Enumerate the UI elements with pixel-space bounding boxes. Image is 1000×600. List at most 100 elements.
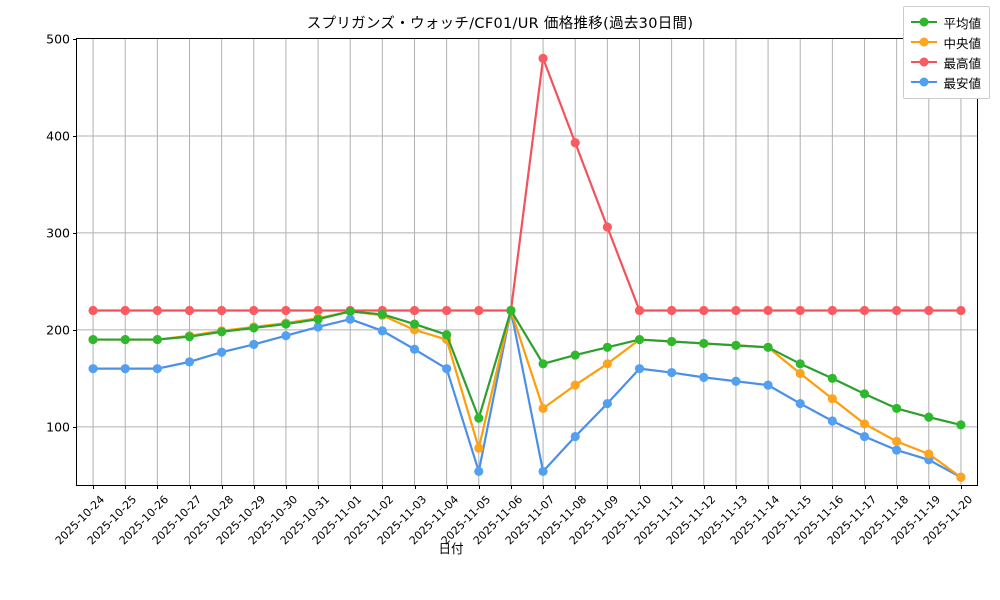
data-point-marker: [956, 472, 966, 482]
legend-item[interactable]: 最高値: [911, 52, 981, 72]
y-axis-tick-mark: [73, 329, 77, 331]
data-point-marker: [217, 347, 227, 357]
data-point-marker: [217, 305, 227, 316]
data-point-marker: [892, 436, 902, 446]
x-axis-tick-mark: [510, 485, 512, 489]
data-point-marker: [924, 305, 934, 316]
legend-item[interactable]: 中央値: [911, 32, 981, 52]
legend-item[interactable]: 平均値: [911, 12, 981, 32]
data-point-marker: [538, 53, 548, 63]
y-axis-tick-label: 100: [46, 419, 70, 435]
legend-line-swatch: [911, 57, 938, 67]
data-point-marker: [120, 364, 130, 374]
series-line: [88, 53, 966, 316]
data-point-marker: [892, 445, 902, 455]
chart-canvas: [77, 39, 977, 485]
x-axis-tick-mark: [639, 485, 641, 489]
x-axis-tick-mark: [446, 485, 448, 489]
data-point-marker: [731, 376, 741, 386]
data-point-marker: [570, 138, 580, 148]
data-point-marker: [409, 319, 420, 329]
legend-marker-dot: [919, 77, 929, 87]
y-axis-tick-mark: [73, 39, 77, 40]
data-point-marker: [281, 305, 291, 316]
data-point-marker: [474, 443, 484, 453]
data-point-marker: [184, 332, 195, 342]
x-axis-tick-mark: [221, 485, 223, 489]
legend-marker-dot: [919, 37, 929, 47]
data-point-marker: [795, 359, 805, 369]
data-point-marker: [442, 364, 452, 374]
data-point-marker: [795, 305, 805, 316]
x-axis-tick-mark: [832, 485, 834, 489]
legend-label: 最高値: [943, 55, 981, 71]
data-point-marker: [956, 305, 966, 316]
data-point-marker: [602, 222, 612, 232]
data-point-marker: [184, 357, 195, 367]
data-point-marker: [345, 306, 355, 317]
data-point-marker: [859, 389, 870, 399]
data-point-marker: [924, 449, 934, 459]
data-point-marker: [409, 344, 420, 354]
x-axis-tick-mark: [350, 485, 352, 489]
data-point-marker: [88, 334, 98, 345]
data-point-marker: [377, 326, 387, 336]
data-point-marker: [859, 419, 870, 429]
data-point-marker: [88, 364, 98, 374]
data-point-marker: [827, 373, 837, 383]
data-point-marker: [152, 334, 162, 345]
data-point-marker: [474, 466, 484, 477]
data-point-marker: [859, 305, 870, 316]
data-point-marker: [763, 342, 773, 352]
x-axis-tick-mark: [157, 485, 159, 489]
data-point-marker: [249, 305, 259, 316]
data-point-marker: [442, 330, 452, 340]
x-axis-tick-mark: [607, 485, 609, 489]
data-point-marker: [827, 416, 837, 426]
data-point-marker: [538, 403, 548, 413]
legend-item[interactable]: 最安値: [911, 72, 981, 92]
data-point-marker: [345, 314, 355, 324]
data-point-marker: [827, 305, 837, 316]
data-point-marker: [763, 305, 773, 316]
data-point-marker: [377, 309, 387, 319]
legend-label: 最安値: [943, 75, 981, 91]
x-axis-tick-mark: [864, 485, 866, 489]
x-axis-tick-mark: [703, 485, 705, 489]
data-point-marker: [731, 305, 741, 316]
series-line: [88, 305, 966, 430]
x-axis-tick-mark: [93, 485, 95, 489]
data-point-marker: [313, 314, 323, 324]
data-point-marker: [506, 305, 516, 316]
chart-title: スプリガンズ・ウォッチ/CF01/UR 価格推移(過去30日間): [306, 16, 694, 32]
data-point-marker: [634, 364, 645, 374]
data-point-marker: [892, 403, 902, 413]
data-point-marker: [667, 336, 677, 347]
data-point-marker: [827, 394, 837, 404]
data-point-marker: [667, 305, 677, 316]
x-axis-tick-mark: [478, 485, 480, 489]
x-axis-tick-mark: [671, 485, 673, 489]
x-axis-tick-mark: [768, 485, 770, 489]
data-point-marker: [217, 327, 227, 337]
data-point-marker: [699, 338, 709, 349]
data-point-marker: [249, 323, 259, 333]
y-axis-tick-mark: [73, 232, 77, 234]
x-axis-tick-mark: [896, 485, 898, 489]
x-axis-label: 日付: [438, 541, 464, 556]
x-axis-tick-mark: [928, 485, 930, 489]
data-point-marker: [474, 305, 484, 316]
data-point-marker: [602, 342, 612, 352]
plot-area: 100 200 300 400 500 2025-10-24 2025-10-25 2025-…: [46, 32, 978, 547]
x-axis-tick-mark: [318, 485, 320, 489]
data-point-marker: [795, 368, 805, 379]
data-point-marker: [859, 431, 870, 442]
data-point-marker: [120, 334, 130, 345]
y-axis-tick-label: 400: [46, 128, 70, 144]
data-point-marker: [152, 364, 162, 374]
legend-line-swatch: [911, 17, 938, 27]
x-axis-tick-mark: [189, 485, 191, 489]
x-axis-tick-mark: [382, 485, 384, 489]
data-point-marker: [763, 380, 773, 390]
